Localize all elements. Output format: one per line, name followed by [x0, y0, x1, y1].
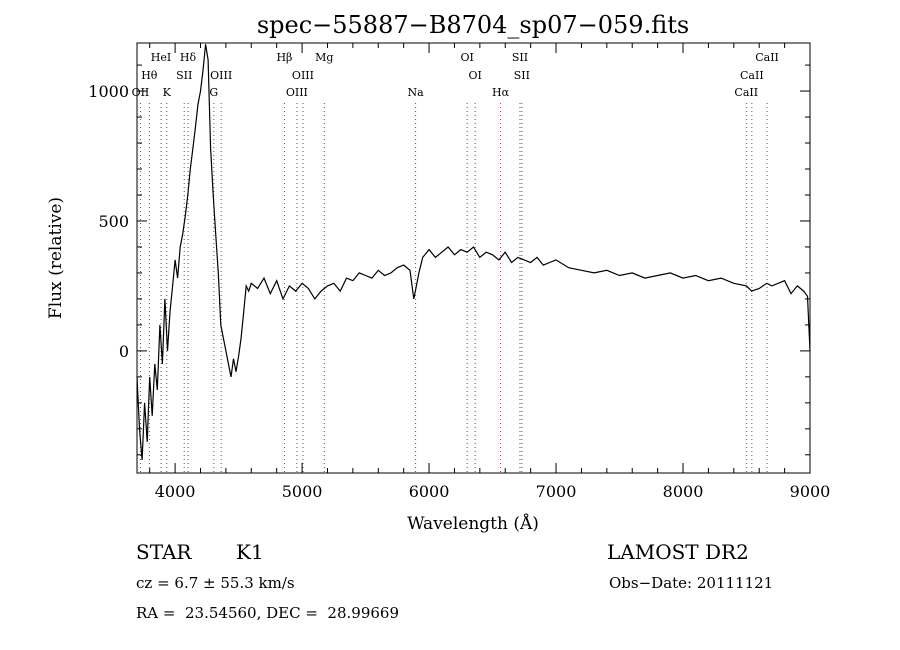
x-axis-label: Wavelength (Å): [407, 513, 539, 534]
line-label-9: OIII: [286, 86, 308, 99]
line-label-2: HeI: [151, 51, 171, 64]
line-label-18: CaII: [734, 86, 758, 99]
spectrum-series: [136, 44, 811, 461]
line-label-1: Hθ: [141, 69, 158, 82]
x-tick-label: 8000: [663, 482, 704, 501]
y-axis-label: Flux (relative): [46, 197, 66, 319]
spectral-line-markers: [139, 103, 768, 473]
line-label-7: OIII: [210, 69, 232, 82]
spectral-line-labels: OIIHθHeIKSIIHδGOIIIHβOIIIOIIIMgNaOIOIHαS…: [132, 51, 779, 99]
line-label-5: Hδ: [180, 51, 197, 64]
y-tick-label: 0: [119, 342, 129, 361]
y-tick-label: 500: [98, 212, 129, 231]
x-tick-label: 7000: [536, 482, 577, 501]
line-label-3: K: [163, 86, 172, 99]
line-label-19: CaII: [740, 69, 764, 82]
line-label-17: SII: [514, 69, 530, 82]
line-label-8: Hβ: [276, 51, 292, 64]
x-tick-label: 5000: [282, 482, 323, 501]
line-label-6: G: [209, 86, 218, 99]
observation-date: Obs−Date: 20111121: [609, 574, 774, 592]
plot-frame: [136, 42, 811, 474]
line-label-10: OIII: [292, 69, 314, 82]
line-label-12: Na: [408, 86, 425, 99]
object-class: STAR: [136, 540, 192, 564]
axis-tick-labels: 4000 5000 6000 7000 8000 9000 0 500 1000: [88, 82, 830, 501]
line-label-16: SII: [512, 51, 528, 64]
line-label-0: OII: [132, 86, 150, 99]
x-tick-label: 4000: [155, 482, 196, 501]
line-label-4: SII: [176, 69, 192, 82]
spectrum-line-0: [136, 44, 811, 461]
y-tick-label: 1000: [88, 82, 129, 101]
line-label-14: OI: [468, 69, 481, 82]
x-tick-label: 9000: [790, 482, 831, 501]
line-label-20: CaII: [755, 51, 779, 64]
survey-name: LAMOST DR2: [607, 540, 749, 564]
line-label-13: OI: [460, 51, 473, 64]
x-tick-label: 6000: [409, 482, 450, 501]
line-label-11: Mg: [315, 51, 333, 64]
line-label-15: Hα: [492, 86, 510, 99]
sky-coordinates: RA = 23.54560, DEC = 28.99669: [136, 604, 400, 622]
object-subclass: K1: [236, 540, 264, 564]
chart-title: spec−55887−B8704_sp07−059.fits: [257, 11, 689, 39]
axis-ticks: [137, 43, 811, 473]
redshift-velocity: cz = 6.7 ± 55.3 km/s: [136, 574, 295, 592]
